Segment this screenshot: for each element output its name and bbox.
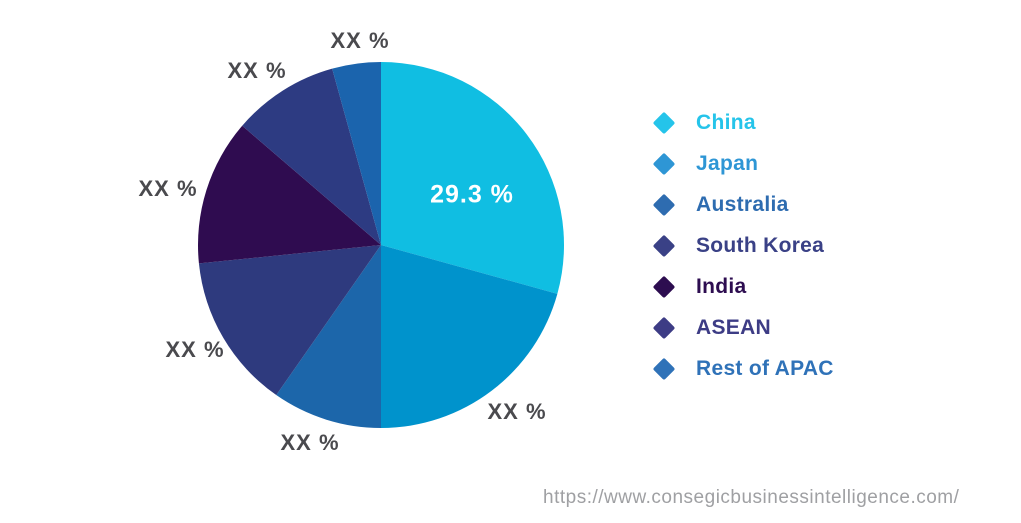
slice-label-india: XX % [138, 176, 198, 201]
slice-label-south-korea: XX % [165, 337, 225, 362]
legend-diamond-icon [652, 357, 676, 381]
legend-label: China [696, 111, 756, 134]
slice-label-asean: XX % [227, 58, 287, 83]
legend-diamond-icon [652, 152, 676, 176]
slice-label-rest-of-apac: XX % [330, 28, 390, 53]
legend-item-south-korea: South Korea [652, 233, 834, 259]
slice-label-australia: XX % [280, 430, 340, 455]
pie-slice-india [197, 125, 381, 264]
source-url: https://www.consegicbusinessintelligence… [543, 487, 960, 508]
legend-item-australia: Australia [652, 192, 834, 218]
pie-slice-asean [242, 68, 381, 245]
slice-label-china: 29.3 % [430, 180, 514, 209]
legend-item-japan: Japan [652, 151, 834, 177]
pie-slice-australia [276, 245, 381, 428]
pie-slice-rest-of-apac [332, 62, 381, 245]
pie-slice-south-korea [198, 245, 381, 396]
legend-label: ASEAN [696, 316, 772, 339]
legend-label: Japan [696, 152, 759, 175]
legend-item-china: China [652, 110, 834, 136]
legend-label: South Korea [696, 234, 825, 257]
pie-slice-japan [381, 245, 558, 428]
legend-diamond-icon [652, 275, 676, 299]
legend-item-rest-of-apac: Rest of APAC [652, 356, 834, 382]
legend-diamond-icon [652, 193, 676, 217]
legend-item-asean: ASEAN [652, 315, 834, 341]
legend-item-india: India [652, 274, 834, 300]
chart-legend: China Japan Australia South Korea India … [652, 110, 834, 382]
legend-diamond-icon [652, 234, 676, 258]
legend-diamond-icon [652, 111, 676, 135]
pie-slice-china [381, 62, 564, 294]
legend-label: Rest of APAC [696, 357, 834, 380]
legend-diamond-icon [652, 316, 676, 340]
legend-label: India [696, 275, 747, 298]
legend-label: Australia [696, 193, 789, 216]
slice-label-japan: XX % [487, 399, 547, 424]
